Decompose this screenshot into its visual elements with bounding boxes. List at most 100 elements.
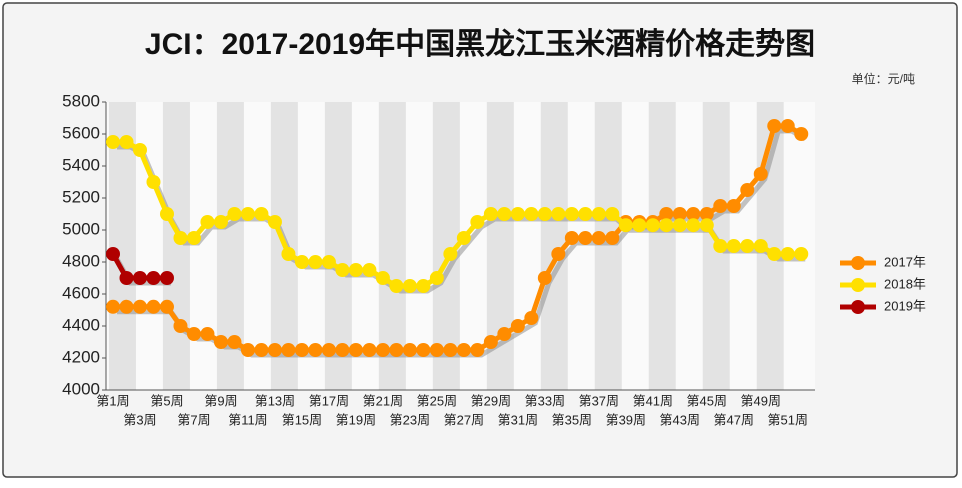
y-tick-label: 4600 (62, 283, 100, 302)
point (753, 167, 768, 181)
point (699, 207, 714, 221)
x-tick-label: 第39周 (606, 412, 646, 427)
point (591, 231, 606, 245)
point (524, 311, 539, 325)
point (173, 231, 188, 245)
point (146, 299, 161, 314)
point (389, 343, 404, 357)
x-tick-label: 第9周 (204, 393, 237, 408)
point (551, 207, 566, 221)
legend-label: 2017年 (884, 254, 926, 269)
point (254, 207, 269, 221)
point (753, 239, 768, 253)
point (240, 207, 255, 221)
point (173, 319, 188, 333)
legend-label: 2018年 (884, 276, 926, 291)
point (740, 239, 755, 253)
point (443, 343, 458, 357)
x-tick-label: 第1周 (96, 393, 129, 408)
point (119, 135, 134, 149)
x-tick-label: 第23周 (390, 412, 430, 427)
point (632, 218, 647, 233)
point (321, 343, 336, 357)
point (618, 218, 633, 233)
point (564, 207, 579, 221)
point (227, 335, 242, 349)
point (402, 279, 417, 293)
point (308, 343, 323, 357)
point (132, 271, 147, 285)
point (470, 343, 485, 357)
x-tick-label: 第47周 (714, 412, 754, 427)
point (132, 143, 147, 157)
x-tick-label: 第15周 (282, 412, 322, 427)
point (672, 207, 687, 221)
point (362, 343, 377, 357)
point (726, 239, 741, 253)
point (294, 255, 309, 269)
band (378, 102, 406, 390)
x-tick-label: 第49周 (741, 393, 781, 408)
x-tick-label: 第27周 (444, 412, 484, 427)
band (594, 102, 622, 390)
y-tick-label: 4800 (62, 251, 100, 270)
point (780, 247, 795, 261)
point (119, 299, 134, 314)
point (672, 218, 687, 233)
point (348, 343, 363, 357)
point (686, 207, 701, 221)
x-tick-label: 第45周 (687, 393, 727, 408)
point (443, 247, 458, 261)
x-tick-label: 第13周 (255, 393, 295, 408)
x-tick-label: 第21周 (363, 393, 403, 408)
y-tick-label: 4000 (62, 379, 100, 398)
point (254, 343, 269, 357)
point (713, 199, 728, 213)
point (200, 215, 215, 229)
point (591, 207, 606, 221)
point (510, 207, 525, 221)
point (551, 247, 566, 261)
point (416, 279, 431, 293)
point (267, 215, 282, 229)
legend-marker (851, 256, 865, 270)
y-tick-label: 4400 (62, 315, 100, 334)
x-tick-label: 第25周 (417, 393, 457, 408)
x-tick-label: 第43周 (660, 412, 700, 427)
x-tick-label: 第7周 (177, 412, 210, 427)
point (335, 263, 350, 277)
point (429, 343, 444, 357)
point (524, 207, 539, 221)
point (402, 343, 417, 357)
legend-label: 2019年 (884, 298, 926, 313)
point (375, 343, 390, 357)
point (321, 255, 336, 269)
x-tick-label: 第5周 (150, 393, 183, 408)
point (159, 271, 174, 285)
point (348, 263, 363, 277)
band (162, 102, 190, 390)
point (281, 343, 296, 357)
x-tick-label: 第19周 (336, 412, 376, 427)
point (794, 247, 809, 261)
x-tick-label: 第29周 (471, 393, 511, 408)
point (605, 207, 620, 221)
x-tick-label: 第33周 (525, 393, 565, 408)
point (780, 119, 795, 133)
point (537, 271, 552, 285)
y-tick-label: 5400 (62, 155, 100, 174)
point (416, 343, 431, 357)
point (267, 343, 282, 357)
point (470, 215, 485, 229)
point (119, 271, 134, 285)
x-tick-label: 第17周 (309, 393, 349, 408)
point (713, 239, 728, 253)
x-tick-label: 第11周 (228, 412, 268, 427)
point (686, 218, 701, 233)
y-tick-label: 5000 (62, 219, 100, 238)
point (578, 231, 593, 245)
x-tick-label: 第35周 (552, 412, 592, 427)
band (648, 102, 676, 390)
point (510, 319, 525, 333)
point (699, 218, 714, 233)
